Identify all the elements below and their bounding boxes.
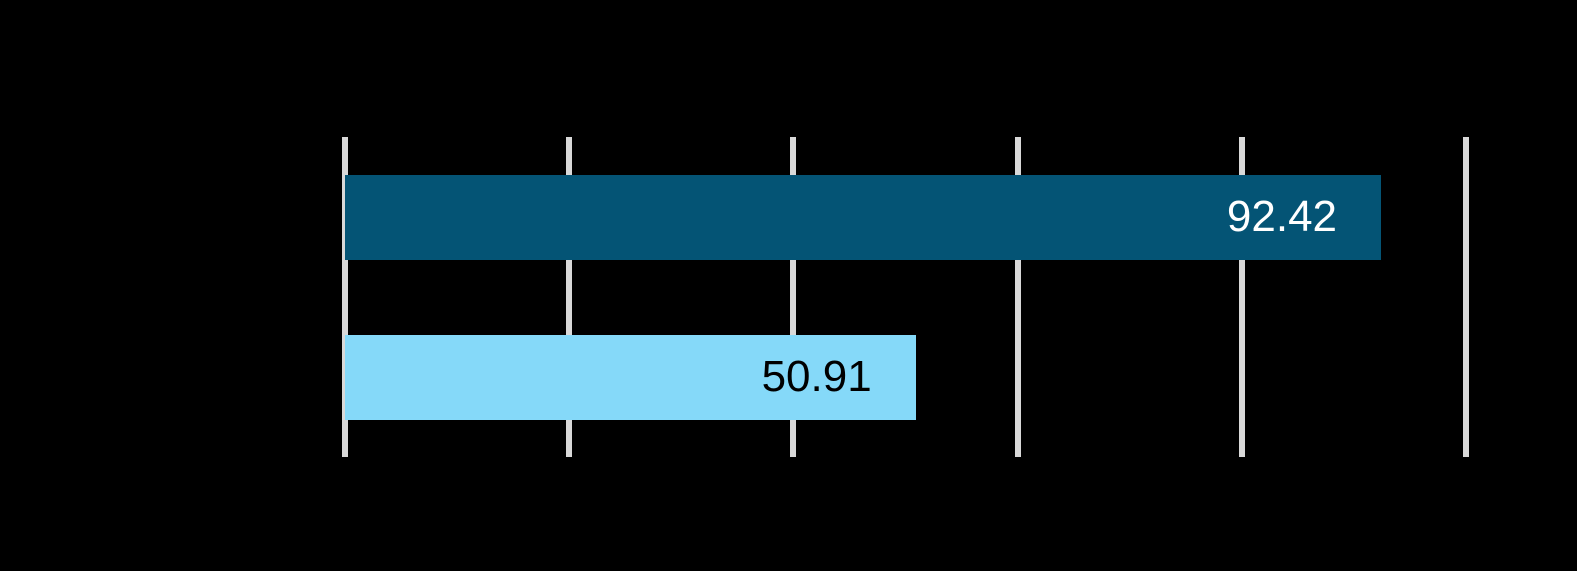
bar-value-label: 50.91 <box>761 352 872 401</box>
gridline-x40 <box>790 137 797 457</box>
gridline-x60 <box>1014 137 1021 457</box>
gridline-x20 <box>566 137 573 457</box>
gridline-x80 <box>1238 137 1245 457</box>
bar-value-label: 92.42 <box>1226 192 1338 241</box>
gridline-x0 <box>342 137 348 457</box>
bar-1: 92.42 <box>345 174 1382 260</box>
bar-2: 50.91 <box>345 334 916 420</box>
gridline-x100 <box>1463 137 1469 457</box>
